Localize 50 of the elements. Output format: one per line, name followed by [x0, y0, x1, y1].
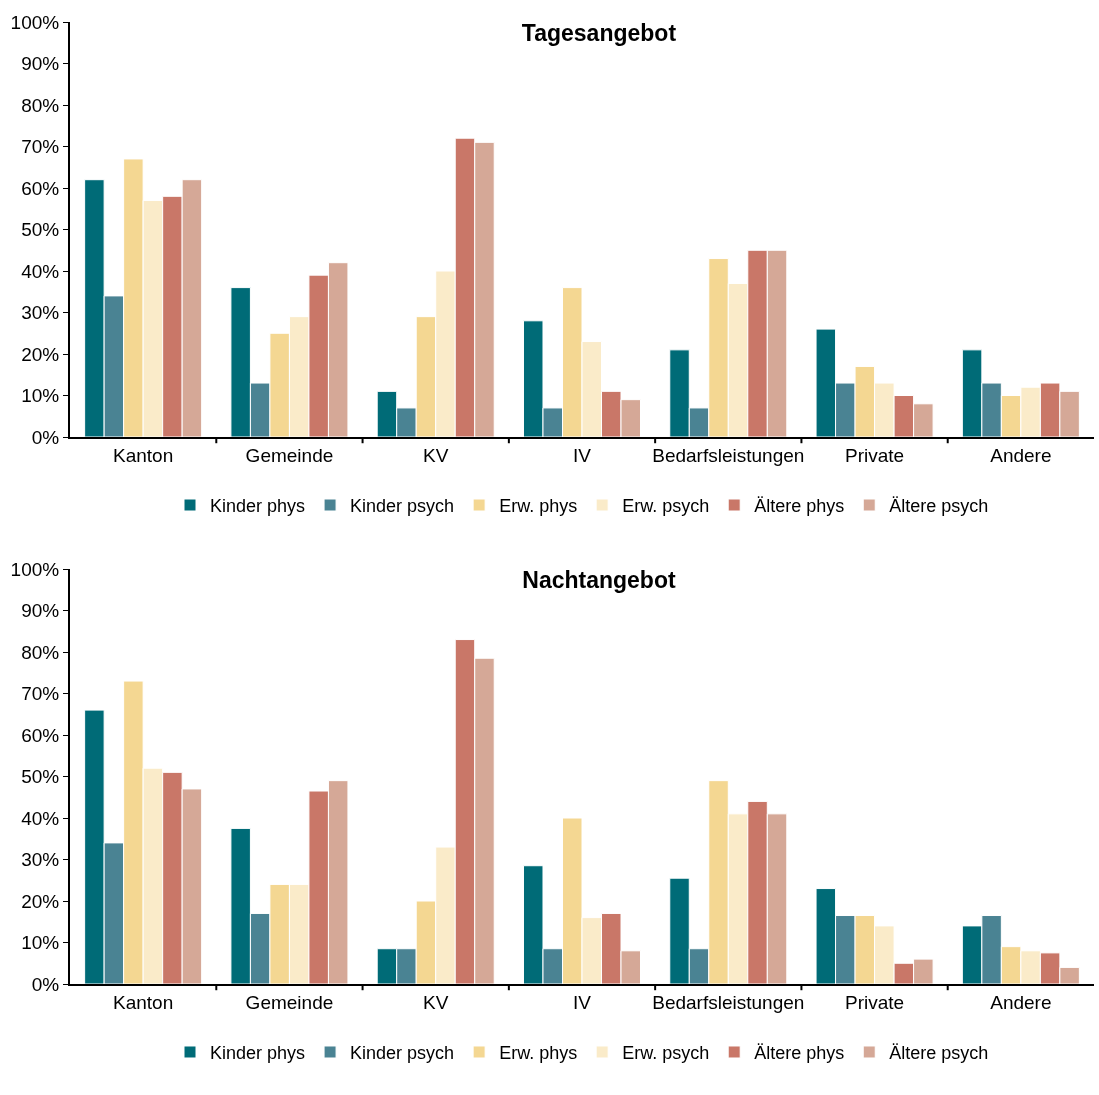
y-tick-label: 80%	[21, 641, 60, 663]
y-tick-label: 10%	[21, 385, 60, 407]
y-tick-label: 80%	[21, 94, 60, 116]
x-tick-label: Private	[845, 991, 905, 1013]
legend-label: Ältere psych	[889, 496, 989, 517]
y-tick-label: 70%	[21, 683, 60, 705]
y-tick-label: 60%	[21, 177, 60, 199]
y-tick-label: 20%	[21, 343, 60, 365]
y-tick-label: 50%	[21, 766, 60, 788]
legend-label: Erw. phys	[499, 1043, 578, 1064]
y-tick-label: 30%	[21, 849, 60, 871]
legend-label: Kinder phys	[210, 1043, 306, 1064]
y-tick-label: 20%	[21, 890, 60, 912]
y-tick-label: 10%	[21, 932, 60, 954]
legend-label: Erw. psych	[622, 1043, 710, 1064]
legend-label: Kinder phys	[210, 496, 306, 517]
chart-title: Nachtangebot	[522, 566, 676, 593]
legend-label: Ältere phys	[754, 1043, 845, 1064]
x-tick-label: Andere	[990, 444, 1052, 466]
x-tick-label: KV	[423, 444, 449, 466]
y-tick-label: 60%	[21, 724, 60, 746]
legend-label: Kinder psych	[350, 1043, 455, 1064]
x-tick-label: IV	[573, 991, 592, 1013]
legend-label: Kinder psych	[350, 496, 455, 517]
x-tick-label: Kanton	[113, 991, 174, 1013]
y-tick-label: 0%	[31, 973, 60, 995]
x-tick-label: IV	[573, 444, 592, 466]
y-tick-label: 50%	[21, 219, 60, 241]
y-tick-label: 90%	[21, 600, 60, 622]
y-tick-label: 40%	[21, 260, 60, 282]
y-tick-label: 100%	[10, 558, 60, 580]
y-tick-label: 90%	[21, 53, 60, 75]
legend-label: Ältere phys	[754, 496, 845, 517]
legend-label: Ältere psych	[889, 1043, 989, 1064]
x-tick-label: Bedarfsleistungen	[652, 444, 805, 466]
x-tick-label: Gemeinde	[245, 444, 334, 466]
x-tick-label: KV	[423, 991, 449, 1013]
x-tick-label: Kanton	[113, 444, 174, 466]
legend-label: Erw. phys	[499, 496, 578, 517]
y-tick-label: 30%	[21, 302, 60, 324]
legend-label: Erw. psych	[622, 496, 710, 517]
x-tick-label: Gemeinde	[245, 991, 334, 1013]
x-tick-label: Andere	[990, 991, 1052, 1013]
x-tick-label: Private	[845, 444, 905, 466]
y-tick-label: 0%	[31, 426, 60, 448]
x-tick-label: Bedarfsleistungen	[652, 991, 805, 1013]
y-tick-label: 40%	[21, 807, 60, 829]
chart-title: Tagesangebot	[521, 19, 677, 46]
y-tick-label: 70%	[21, 136, 60, 158]
y-tick-label: 100%	[10, 11, 60, 33]
